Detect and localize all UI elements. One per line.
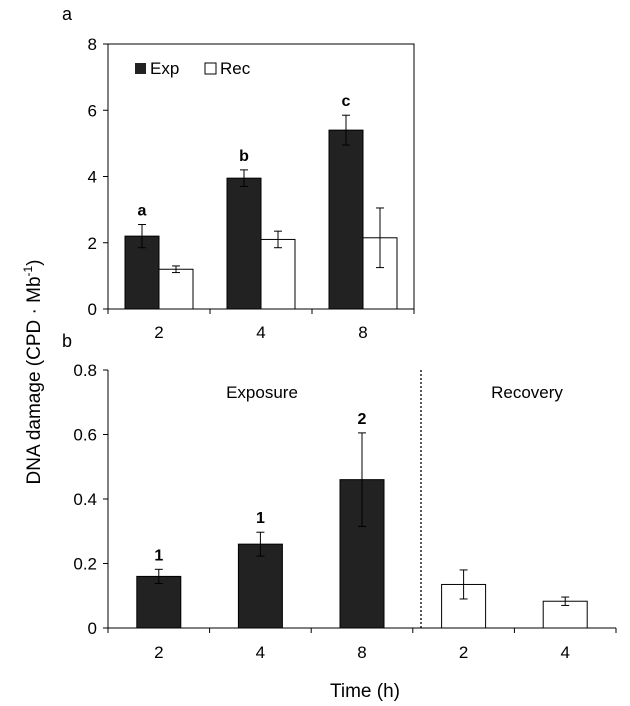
bar-rec [158, 268, 194, 310]
legend-a: Exp Rec [135, 59, 251, 78]
y-tick-label-a: 6 [88, 101, 97, 120]
y-tick-label-a: 8 [88, 35, 97, 54]
legend-label-exp: Exp [150, 59, 179, 78]
chart-b: 0 0.2 0.4 0.6 0.8 2 4 8 2 4 1 1 2 Exposure Recover… [73, 361, 617, 662]
x-axis-a: 2 4 8 [107, 309, 415, 342]
y-tick-label-b: 0.8 [73, 361, 97, 380]
legend-swatch-rec [204, 62, 217, 75]
y-axis-title: DNA damage (CPD · Mb-1) [21, 259, 45, 484]
y-tick-label-a: 0 [88, 300, 97, 319]
y-axis-title-close: ) [24, 259, 45, 265]
significance-label-b: 1 [256, 510, 265, 527]
y-tick-label-b: 0.4 [73, 490, 97, 509]
x-tick-label-a: 4 [256, 323, 265, 342]
section-label-recovery: Recovery [491, 383, 563, 402]
bar-exp [226, 177, 262, 310]
significance-label-a: b [239, 148, 249, 165]
x-tick-label-b: 8 [357, 643, 366, 662]
significance-label-b: 2 [358, 411, 367, 428]
significance-label-b: 1 [154, 547, 163, 564]
section-label-exposure: Exposure [226, 383, 298, 402]
significance-label-a: c [342, 93, 351, 110]
legend-label-rec: Rec [220, 59, 251, 78]
panel-letter-b: b [62, 331, 72, 351]
x-tick-label-b: 4 [560, 643, 569, 662]
bar-exposure [237, 543, 283, 629]
bars-b: 1 1 2 [136, 411, 588, 629]
y-tick-label-b: 0.6 [73, 426, 97, 445]
x-axis-b: 2 4 8 2 4 [107, 627, 617, 662]
y-axis-title-main: DNA damage (CPD · Mb [24, 276, 45, 484]
x-tick-label-a: 8 [358, 323, 367, 342]
y-axis-a: 0 2 4 6 8 [88, 35, 108, 319]
x-axis-title: Time (h) [330, 681, 400, 702]
y-tick-label-a: 2 [88, 234, 97, 253]
y-axis-title-superscript: -1 [21, 265, 35, 276]
y-axis-b: 0 0.2 0.4 0.6 0.8 [73, 361, 109, 638]
chart-a: 0 2 4 6 8 2 4 8 a b c Exp Rec [88, 35, 415, 342]
legend-swatch-exp [135, 63, 146, 74]
bar-exp [328, 129, 364, 310]
bar-exposure [136, 575, 182, 629]
bars-a: a b c [124, 93, 398, 310]
x-tick-label-b: 4 [256, 643, 265, 662]
x-tick-label-a: 2 [154, 323, 163, 342]
y-tick-label-a: 4 [88, 168, 97, 187]
significance-label-a: a [138, 203, 147, 220]
x-tick-label-b: 2 [459, 643, 468, 662]
y-tick-label-b: 0 [88, 619, 97, 638]
x-tick-label-b: 2 [154, 643, 163, 662]
bar-rec [260, 238, 296, 310]
panel-letter-a: a [62, 4, 73, 24]
y-tick-label-b: 0.2 [73, 555, 97, 574]
